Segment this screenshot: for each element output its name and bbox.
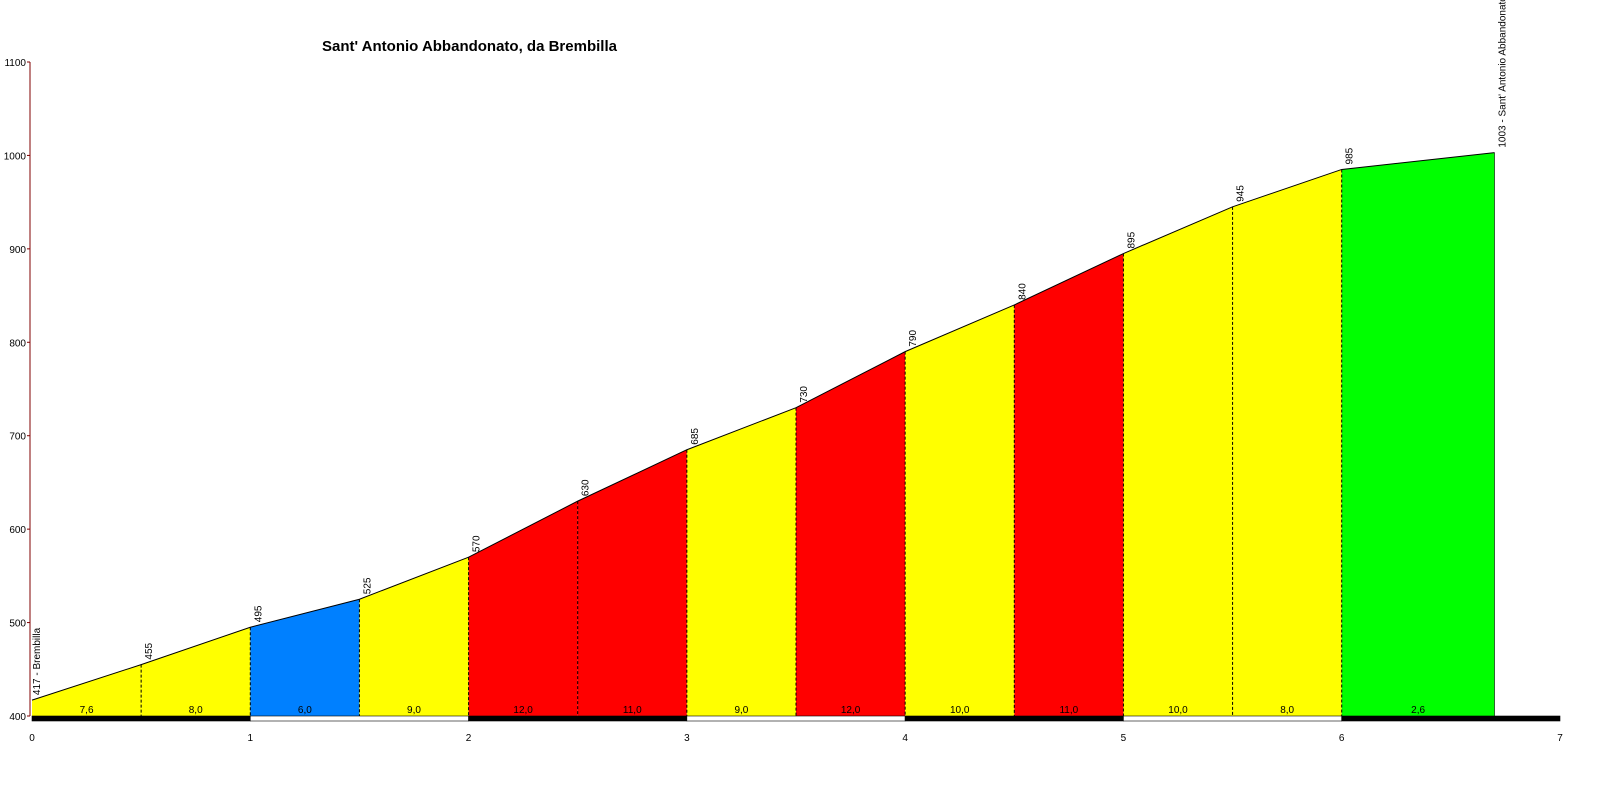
km-bar-2 [468,715,688,722]
elevation-label: 945 [1236,185,1247,202]
x-tick-label: 3 [684,733,690,744]
grade-label: 2,6 [1411,705,1425,716]
segment-10 [1014,253,1124,716]
segment-13 [1341,152,1495,716]
segment-8 [796,351,906,716]
segment-3 [250,599,360,716]
x-tick-label: 2 [466,733,472,744]
grade-label: 8,0 [189,705,203,716]
elevation-label: 730 [799,386,810,403]
segment-11 [1123,206,1233,717]
x-tick-label: 6 [1339,733,1345,744]
y-tick-label: 500 [9,619,26,630]
km-bar-4 [904,715,1124,722]
grade-label: 12,0 [841,705,861,716]
elevation-label: 630 [581,479,592,496]
km-bar-1 [249,715,469,722]
y-tick-label: 400 [9,712,26,723]
grade-label: 11,0 [1059,705,1078,716]
grade-label: 9,0 [407,705,421,716]
grade-labels-layer: 7,6 8,0 6,0 9,0 12,0 11,0 9,0 12,0 10,0 11,0 10,0 8… [80,705,1426,716]
elevation-label: 525 [362,577,373,594]
x-tick-label: 4 [902,733,908,744]
dividers-layer [140,152,1495,716]
segment-9 [905,304,1015,716]
grade-label: 6,0 [298,705,312,716]
x-tick-label: 1 [248,733,254,744]
elevation-label: 895 [1126,231,1137,248]
grade-label: 9,0 [734,705,748,716]
elevation-labels-layer: 417 - Brembilla 455 495 525 570 630 685 730 790 8… [32,0,1509,695]
segment-2 [141,627,251,716]
x-tick-label: 0 [29,733,35,744]
segments-layer [32,152,1495,717]
segment-4 [359,557,469,716]
chart-title: Sant' Antonio Abbandonato, da Brembilla [322,38,617,55]
grade-label: 10,0 [1168,705,1188,716]
elevation-label: 495 [253,605,264,622]
y-tick-label: 800 [9,338,26,349]
elevation-label: 455 [144,642,155,659]
grade-label: 10,0 [950,705,970,716]
grade-label: 7,6 [80,705,94,716]
km-bar-5 [1123,715,1343,722]
km-bar-6 [1341,715,1561,722]
grade-label: 8,0 [1280,705,1294,716]
y-tick-label: 600 [9,525,26,536]
grade-label: 11,0 [623,705,642,716]
km-bar-layer [31,715,1561,722]
elevation-label: 685 [690,428,701,445]
y-tick-label: 900 [9,245,26,256]
elevation-label: 570 [472,535,483,552]
elevation-label: 1003 - Sant' Antonio Abbandonato [1498,0,1509,148]
axis-layer: 400 500 600 700 800 900 1000 1100 0 1 2 3 4 5 6 7 [4,58,1563,744]
segment-1 [32,664,142,716]
km-bar-3 [686,715,906,722]
profile-outline [31,152,1495,701]
elevation-label: 840 [1017,283,1028,300]
segment-12 [1232,169,1342,716]
segment-6 [577,449,687,716]
grade-label: 12,0 [513,705,533,716]
segment-7 [686,407,796,716]
y-tick-label: 1000 [4,151,27,162]
outline-layer [31,152,1495,701]
x-tick-label: 7 [1557,733,1563,744]
y-tick-label: 700 [9,432,26,443]
km-bar-0 [31,715,251,722]
elevation-label: 417 - Brembilla [32,627,43,695]
y-tick-label: 1100 [4,58,26,69]
elevation-label: 985 [1345,147,1356,164]
x-tick-label: 5 [1121,733,1127,744]
segment-5 [468,501,578,716]
elevation-label: 790 [908,330,919,347]
